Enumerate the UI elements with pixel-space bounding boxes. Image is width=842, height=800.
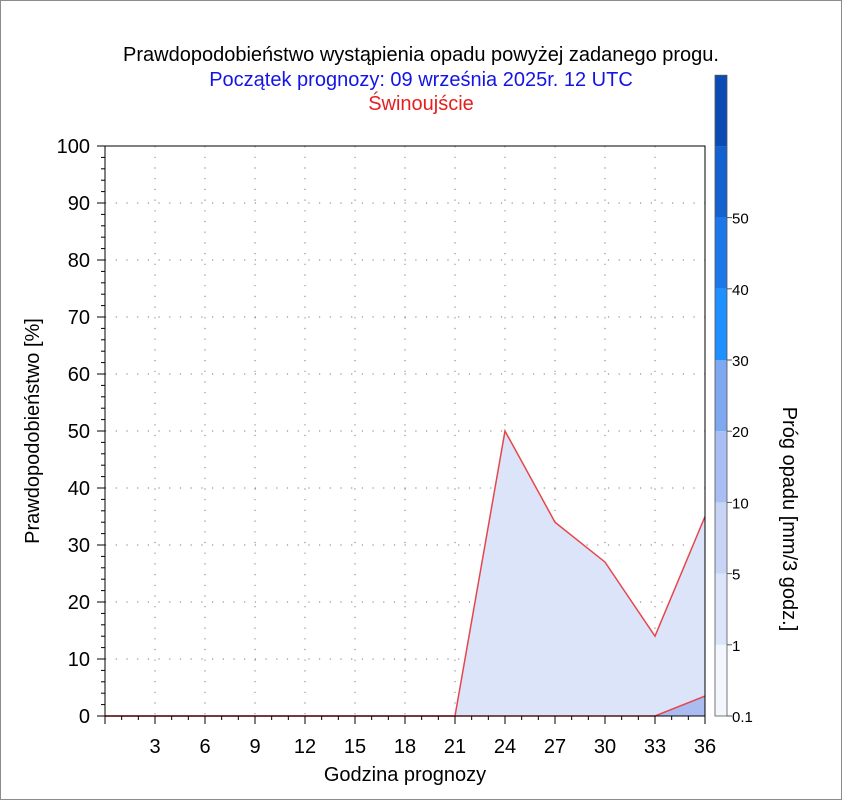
x-tick-label: 6 [199,736,210,758]
y-tick-label: 80 [68,250,90,272]
x-axis-label: Godzina prognozy [324,764,486,786]
x-tick-labels: 3 6 9 12 15 18 21 24 27 30 33 36 [149,736,716,758]
y-tick-label: 70 [68,307,90,329]
chart-title: Prawdopodobieństwo wystąpienia opadu pow… [123,44,719,66]
chart-subtitle: Początek prognozy: 09 września 2025r. 12… [209,69,633,91]
colorbar-tick-label: 5 [732,567,740,584]
x-tick-label: 12 [294,736,316,758]
colorbar-band [715,573,727,645]
y-tick-label: 20 [68,592,90,614]
colorbar-tick-label: 40 [732,282,749,299]
y-axis-label: Prawdopodobieństwo [%] [22,318,44,544]
gridlines [105,146,705,716]
colorbar-tick-label: 30 [732,353,749,370]
colorbar-band [715,75,727,147]
x-tick-label: 18 [394,736,416,758]
x-tick-label: 21 [444,736,466,758]
colorbar-band [715,644,727,716]
y-tick-label: 0 [79,706,90,728]
x-tick-label: 24 [494,736,516,758]
axis-ticks [97,145,706,724]
colorbar-band [715,217,727,289]
y-tick-labels: 0 10 20 30 40 50 60 70 80 90 100 [57,136,90,728]
colorbar-tick-label: 20 [732,424,749,441]
probability-areas [105,431,705,716]
colorbar-band [715,431,727,503]
colorbar-tick-label: 50 [732,211,749,228]
colorbar-axis-label: Próg opadu [mm/3 godz.] [778,407,800,632]
colorbar-band [715,360,727,432]
colorbar-band [715,288,727,360]
y-tick-label: 30 [68,535,90,557]
x-tick-label: 30 [594,736,616,758]
x-tick-label: 15 [344,736,366,758]
x-tick-label: 27 [544,736,566,758]
y-tick-label: 50 [68,421,90,443]
y-tick-label: 90 [68,193,90,215]
colorbar [714,74,732,717]
x-tick-label: 36 [694,736,716,758]
y-tick-label: 40 [68,478,90,500]
colorbar-band [715,502,727,574]
colorbar-tick-label: 1 [732,638,740,655]
y-tick-label: 60 [68,364,90,386]
area-threshold-0 [105,431,705,716]
x-tick-label: 33 [644,736,666,758]
x-tick-label: 9 [249,736,260,758]
colorbar-border [714,74,728,717]
location-title: Świnoujście [368,93,474,115]
y-tick-label: 100 [57,136,90,158]
colorbar-band [715,146,727,218]
colorbar-tick-label: 0.1 [732,709,753,726]
x-tick-label: 3 [149,736,160,758]
colorbar-labels: 0.1 1 5 10 20 30 40 50 [732,211,753,726]
colorbar-tick-label: 10 [732,495,749,512]
y-tick-label: 10 [68,649,90,671]
